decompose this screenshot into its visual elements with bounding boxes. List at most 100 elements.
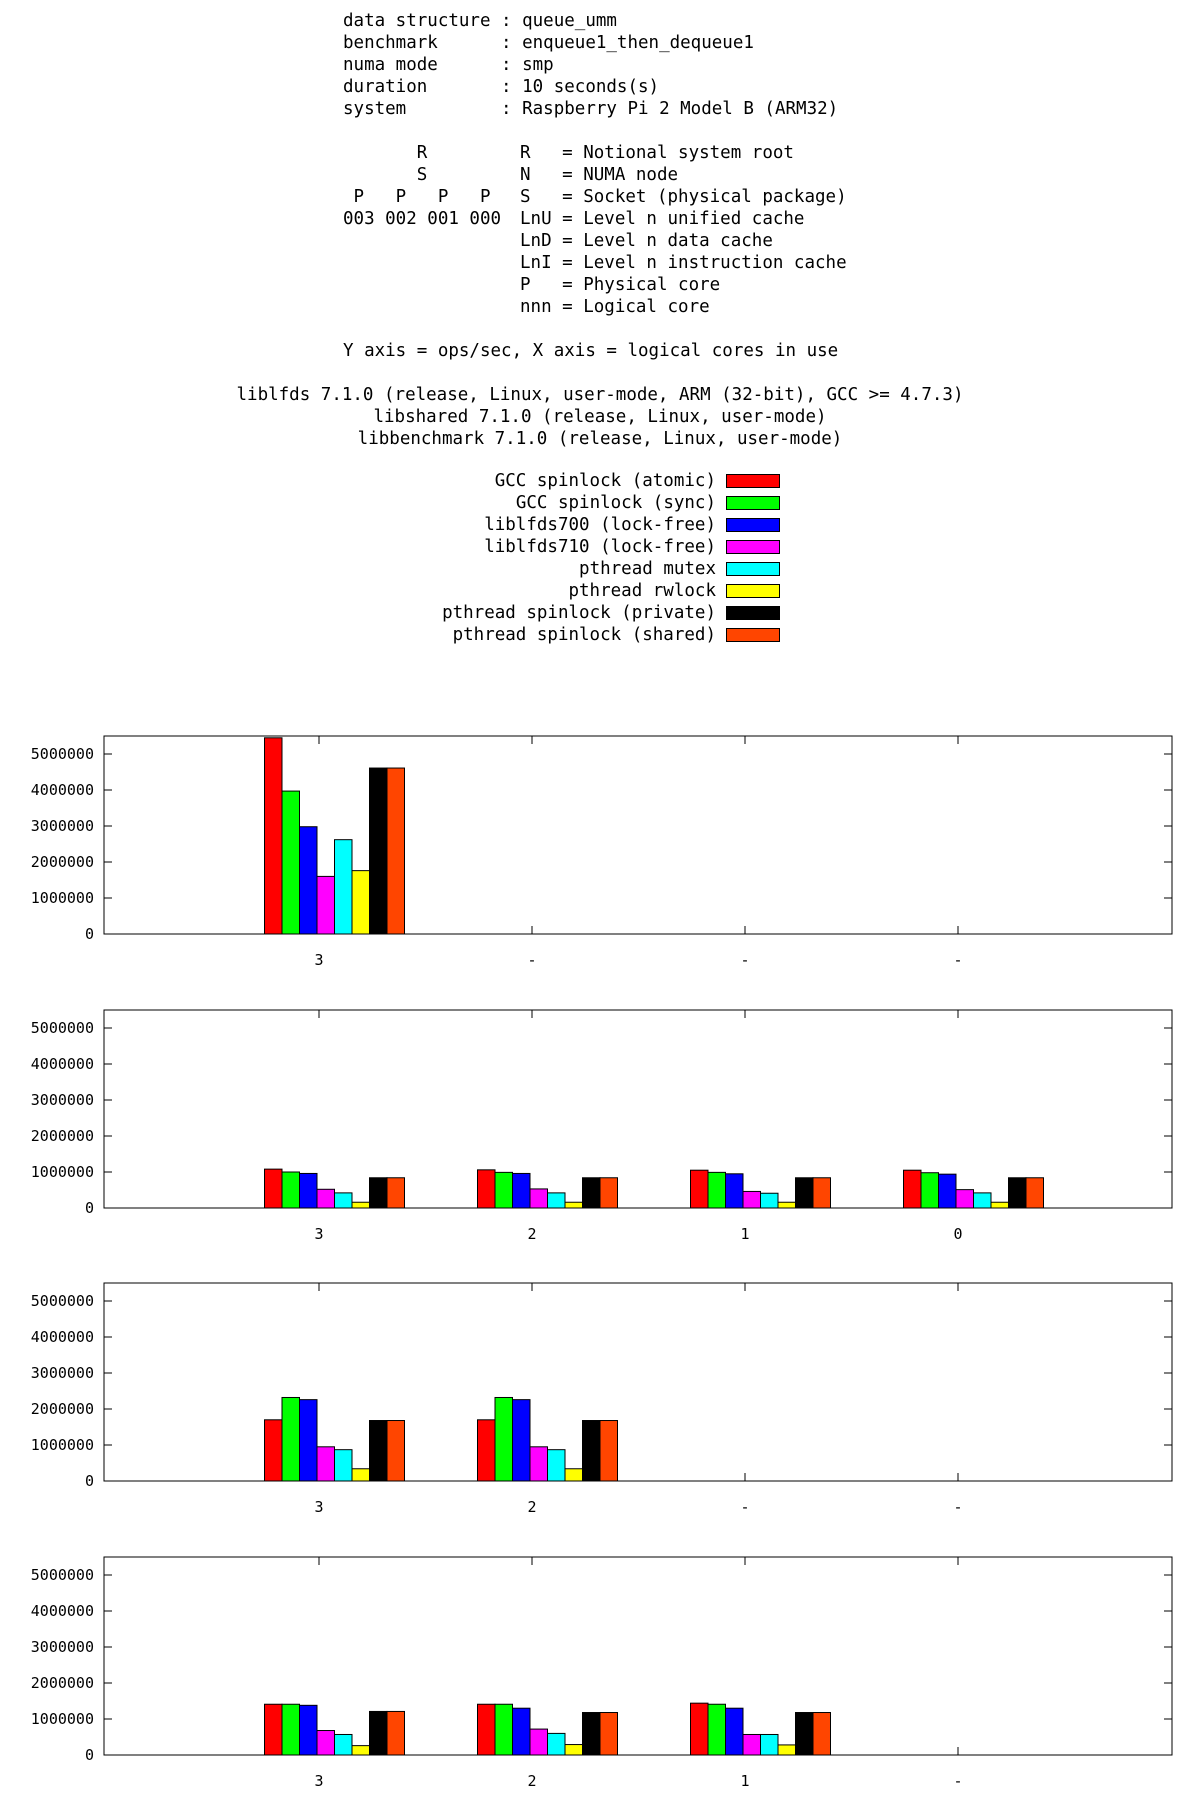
legend-label: GCC spinlock (sync) (515, 493, 716, 513)
bar (512, 1707, 531, 1756)
bar (281, 1703, 300, 1756)
bar (264, 1703, 283, 1756)
bar (955, 1189, 974, 1209)
bar (990, 1201, 1009, 1209)
legend-item: liblfds700 (lock-free) (484, 514, 780, 536)
bar (477, 1169, 496, 1209)
legend-label: pthread rwlock (568, 581, 716, 601)
y-tick-label: 0 (85, 1746, 94, 1764)
bar (742, 1190, 761, 1209)
y-tick-label: 4000000 (31, 1602, 94, 1620)
bar (1025, 1177, 1044, 1209)
y-tick-label: 0 (85, 925, 94, 943)
plot-frame (103, 735, 1173, 935)
bar (742, 1733, 761, 1756)
bar (582, 1177, 601, 1209)
bar (386, 767, 405, 935)
bar (316, 1188, 335, 1209)
bar (494, 1396, 513, 1482)
legend-swatch (726, 606, 780, 620)
topology-left-line: P P P P (343, 187, 491, 207)
bar (369, 1420, 388, 1482)
info-numa-mode: numa mode : smp (343, 55, 554, 75)
y-tick-label: 2000000 (31, 1674, 94, 1692)
legend-item: GCC spinlock (sync) (516, 492, 780, 514)
plot-frame (103, 1282, 1173, 1482)
bar (707, 1171, 726, 1209)
y-tick-label: 3000000 (31, 1364, 94, 1382)
plot-frame (103, 1009, 1173, 1209)
legend-swatch (726, 584, 780, 598)
legend-swatch (726, 474, 780, 488)
bar (494, 1703, 513, 1756)
info-system: system : Raspberry Pi 2 Model B (ARM32) (343, 99, 839, 119)
legend-item: pthread rwlock (568, 580, 780, 602)
bar (529, 1188, 548, 1209)
legend-swatch (726, 562, 780, 576)
y-tick-label: 4000000 (31, 1055, 94, 1073)
bar (264, 737, 283, 935)
bar (386, 1710, 405, 1756)
bar (812, 1712, 831, 1756)
bar (351, 1468, 370, 1482)
y-tick-label: 4000000 (31, 1328, 94, 1346)
topology-key-line: LnD = Level n data cache (520, 231, 773, 251)
x-tick-label: - (740, 951, 749, 969)
x-tick-label: - (953, 951, 962, 969)
topology-left-line: R (343, 143, 428, 163)
info-duration: duration : 10 seconds(s) (343, 77, 660, 97)
bar (351, 1201, 370, 1209)
y-tick-label: 0 (85, 1199, 94, 1217)
x-tick-label: 3 (314, 1225, 323, 1243)
y-tick-label: 0 (85, 1472, 94, 1490)
y-tick-label: 3000000 (31, 1638, 94, 1656)
y-tick-label: 3000000 (31, 817, 94, 835)
topology-key-line: P = Physical core (520, 275, 721, 295)
topology-left-line: 003 002 001 000 (343, 209, 502, 229)
y-tick-label: 1000000 (31, 1163, 94, 1181)
bar (299, 1172, 318, 1209)
legend-label: pthread spinlock (shared) (452, 625, 716, 645)
topology-left-line: S (343, 165, 428, 185)
bar (582, 1712, 601, 1756)
x-tick-label: 1 (740, 1225, 749, 1243)
x-tick-label: - (527, 951, 536, 969)
y-tick-label: 1000000 (31, 1710, 94, 1728)
y-tick-label: 1000000 (31, 1436, 94, 1454)
bar (529, 1446, 548, 1482)
bar (299, 1399, 318, 1482)
bar (725, 1707, 744, 1756)
y-tick-label: 2000000 (31, 853, 94, 871)
legend-item: pthread mutex (579, 558, 780, 580)
bar (334, 1449, 353, 1482)
bar (512, 1399, 531, 1482)
legend-item: pthread spinlock (private) (442, 602, 780, 624)
bar (812, 1177, 831, 1209)
y-tick-label: 4000000 (31, 781, 94, 799)
axis-note: Y axis = ops/sec, X axis = logical cores… (343, 341, 839, 361)
legend-swatch (726, 628, 780, 642)
bar (707, 1703, 726, 1756)
x-tick-label: 0 (953, 1225, 962, 1243)
bar (334, 1733, 353, 1756)
version-line: libshared 7.1.0 (release, Linux, user-mo… (373, 407, 827, 427)
legend-item: liblfds710 (lock-free) (484, 536, 780, 558)
bar (599, 1177, 618, 1209)
bar (334, 839, 353, 935)
legend-label: GCC spinlock (atomic) (494, 471, 716, 491)
bar (760, 1733, 779, 1756)
bar (386, 1420, 405, 1482)
legend-label: pthread mutex (579, 559, 716, 579)
bar (529, 1728, 548, 1756)
bar (264, 1419, 283, 1482)
bar (920, 1172, 939, 1209)
bar (369, 1710, 388, 1756)
legend-item: GCC spinlock (atomic) (495, 470, 780, 492)
x-tick-label: - (953, 1498, 962, 1516)
y-tick-label: 5000000 (31, 1019, 94, 1037)
bar (547, 1192, 566, 1209)
bar (316, 1730, 335, 1756)
bar (547, 1732, 566, 1756)
plot-frame (103, 1556, 1173, 1756)
